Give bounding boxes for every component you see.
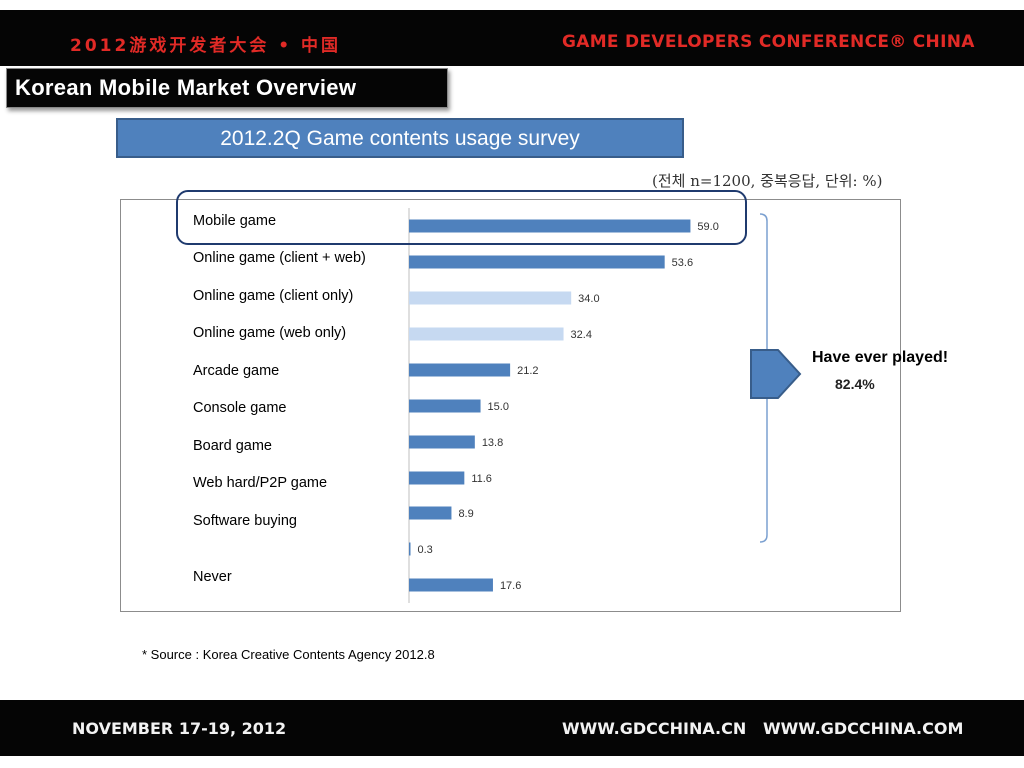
mobile-game-highlight — [176, 190, 747, 245]
ever-played-label: Have ever played! — [812, 349, 949, 366]
survey-title-box: 2012.2Q Game contents usage survey — [116, 118, 684, 158]
survey-title: 2012.2Q Game contents usage survey — [220, 127, 580, 150]
category-label: Web hard/P2P game — [193, 475, 327, 491]
arrow-shape — [750, 349, 802, 399]
bar — [409, 399, 481, 413]
conference-dates: NOVEMBER 17-19, 2012 — [72, 719, 287, 738]
bar — [409, 255, 665, 269]
value-label: 32.4 — [571, 329, 592, 341]
bar — [409, 327, 564, 341]
category-label: Board game — [193, 438, 272, 454]
value-label: 59.0 — [697, 221, 718, 233]
value-label: 17.6 — [500, 580, 521, 592]
category-label: Online game (client + web) — [193, 250, 366, 266]
bar — [409, 363, 511, 377]
value-label: 13.8 — [482, 437, 503, 449]
category-label: Arcade game — [193, 363, 279, 379]
bar — [409, 506, 452, 520]
footer-band: NOVEMBER 17-19, 2012 WWW.GDCCHINA.CN WWW… — [0, 700, 1024, 756]
chart-frame: 59.0 Mobile game 53.6 Online game (client +… — [120, 199, 901, 612]
slide-title-box: Korean Mobile Market Overview — [6, 68, 448, 108]
website-cn-link[interactable]: WWW.GDCCHINA.CN — [562, 719, 747, 738]
value-label: 8.9 — [458, 508, 473, 520]
bar — [409, 542, 411, 556]
category-label: Online game (web only) — [193, 325, 346, 341]
value-label: 15.0 — [488, 401, 509, 413]
conference-title-english: GAME DEVELOPERS CONFERENCE® CHINA — [562, 32, 975, 52]
value-label: 53.6 — [672, 257, 693, 269]
category-label: Online game (client only) — [193, 288, 353, 304]
bar — [409, 291, 572, 305]
bar — [409, 435, 475, 449]
bar — [409, 219, 691, 233]
bar — [409, 471, 465, 485]
value-label: 0.3 — [418, 544, 433, 556]
survey-note: (전체 n=1200, 중복응답, 단위: %) — [652, 172, 883, 190]
category-label: Never — [193, 569, 232, 585]
value-label: 21.2 — [517, 365, 538, 377]
bar — [409, 578, 493, 592]
conference-title-chinese: 2012游戏开发者大会 • 中国 — [70, 36, 342, 56]
website-com-link[interactable]: WWW.GDCCHINA.COM — [763, 719, 964, 738]
ever-played-value: 82.4% — [835, 376, 875, 392]
category-label: Software buying — [193, 513, 297, 529]
value-label: 11.6 — [471, 473, 492, 485]
slide-title: Korean Mobile Market Overview — [15, 75, 357, 100]
source-note: * Source : Korea Creative Contents Agenc… — [142, 647, 435, 662]
value-label: 34.0 — [578, 293, 599, 305]
header-band: 2012游戏开发者大会 • 中国 GAME DEVELOPERS CONFERE… — [0, 10, 1024, 66]
bar-chart: 59.0 Mobile game 53.6 Online game (client +… — [193, 208, 719, 603]
category-label: Mobile game — [193, 213, 276, 229]
category-label: Console game — [193, 400, 287, 416]
